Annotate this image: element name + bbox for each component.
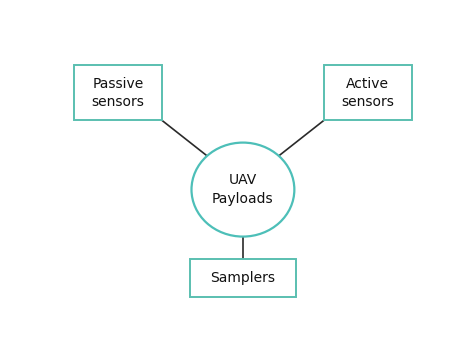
Ellipse shape [191, 143, 294, 237]
Text: UAV
Payloads: UAV Payloads [212, 173, 274, 206]
FancyBboxPatch shape [190, 259, 296, 297]
Text: Active
sensors: Active sensors [341, 76, 394, 109]
FancyBboxPatch shape [324, 65, 412, 121]
Text: Passive
sensors: Passive sensors [91, 76, 145, 109]
Text: Samplers: Samplers [210, 271, 275, 285]
FancyBboxPatch shape [74, 65, 162, 121]
